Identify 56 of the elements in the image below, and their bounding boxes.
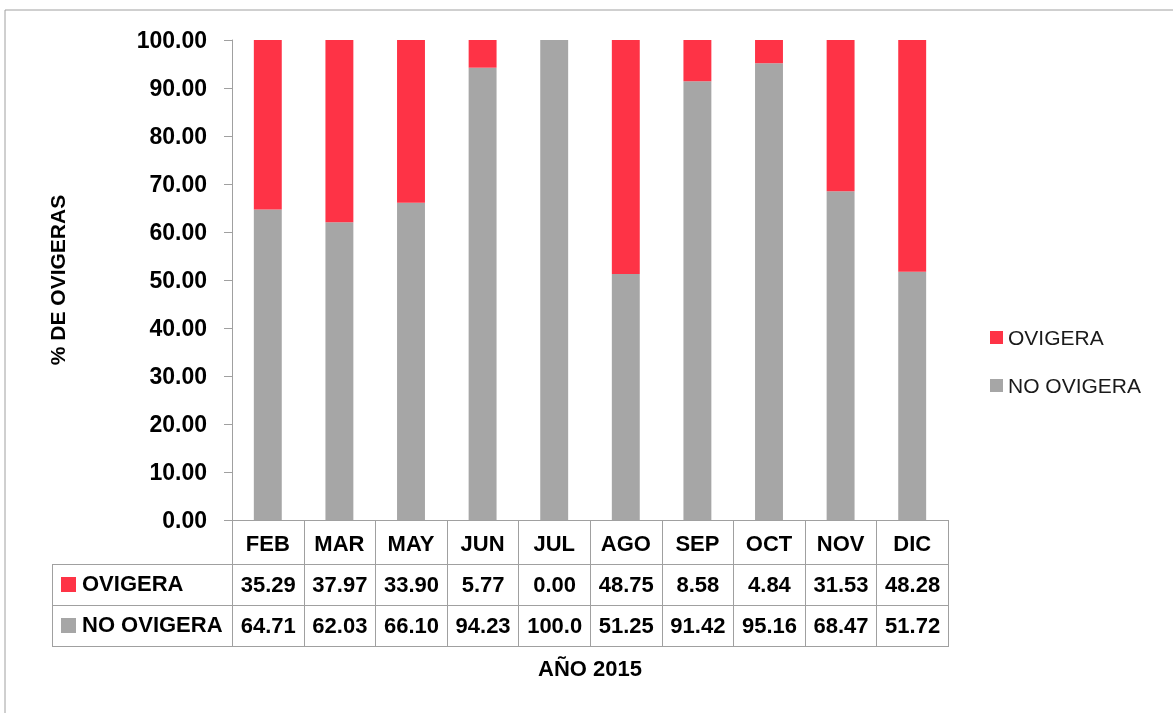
data-label: 31.53 [805, 564, 877, 605]
data-label: 64.71 [232, 605, 305, 646]
data-label: 62.03 [304, 605, 376, 646]
data-label: 91.42 [662, 605, 734, 646]
x-tick-label: MAR [314, 530, 365, 556]
text: AÑO 2015 [538, 655, 642, 681]
y-tick-label: 50.00 [149, 267, 207, 293]
data-label: 37.97 [304, 564, 376, 605]
bar [611, 40, 640, 274]
text: NO OVIGERA [82, 612, 223, 638]
legend-label: NO OVIGERA [1008, 374, 1142, 397]
data-label: 33.90 [375, 564, 448, 605]
data-label: 51.25 [590, 605, 663, 646]
y-tick-label: 40.00 [149, 315, 207, 341]
x-tick-label: MAY [387, 530, 435, 556]
data-label: 5.77 [447, 564, 519, 605]
bar [898, 40, 927, 272]
data-label: 0.00 [518, 564, 591, 605]
bar [253, 40, 282, 210]
data-label: 48.75 [590, 564, 663, 605]
x-tick-label: SEP [675, 530, 720, 556]
data-label: 51.72 [876, 605, 949, 646]
bar [683, 40, 712, 82]
x-tick-label: AGO [600, 530, 651, 556]
data-label: 8.58 [662, 564, 734, 605]
y-tick-label: 100.00 [136, 27, 207, 53]
y-tick-label: 20.00 [149, 411, 207, 437]
x-tick-label: DIC [893, 530, 932, 556]
data-label: 4.84 [733, 564, 806, 605]
x-tick-label: JUL [533, 530, 575, 556]
text: OVIGERA [82, 571, 184, 597]
legend-label: OVIGERA [1008, 326, 1104, 349]
x-tick-label: OCT [745, 530, 793, 556]
data-label: 68.47 [805, 605, 877, 646]
y-tick-label: 80.00 [149, 123, 207, 149]
data-label: 48.28 [876, 564, 949, 605]
x-tick-label: JUN [460, 530, 505, 556]
bar [755, 40, 783, 64]
y-tick-label: 30.00 [149, 363, 207, 389]
data-label: 66.10 [375, 605, 448, 646]
y-tick-label: 70.00 [149, 171, 207, 197]
data-label: 94.23 [447, 605, 519, 646]
bar [468, 40, 497, 68]
bar [325, 40, 354, 223]
x-tick-label: FEB [245, 530, 290, 556]
bar [397, 40, 425, 203]
data-label: 95.16 [733, 605, 806, 646]
bar [826, 40, 855, 192]
y-tick-label: 10.00 [149, 459, 207, 485]
x-tick-label: NOV [816, 530, 865, 556]
y-tick-label: 90.00 [149, 75, 207, 101]
y-tick-label: 60.00 [149, 219, 207, 245]
y-axis-title: % DE OVIGERAS [46, 194, 69, 366]
y-tick-label: 0.00 [162, 507, 207, 533]
data-label: 35.29 [232, 564, 305, 605]
data-label: 100.0 [518, 605, 591, 646]
